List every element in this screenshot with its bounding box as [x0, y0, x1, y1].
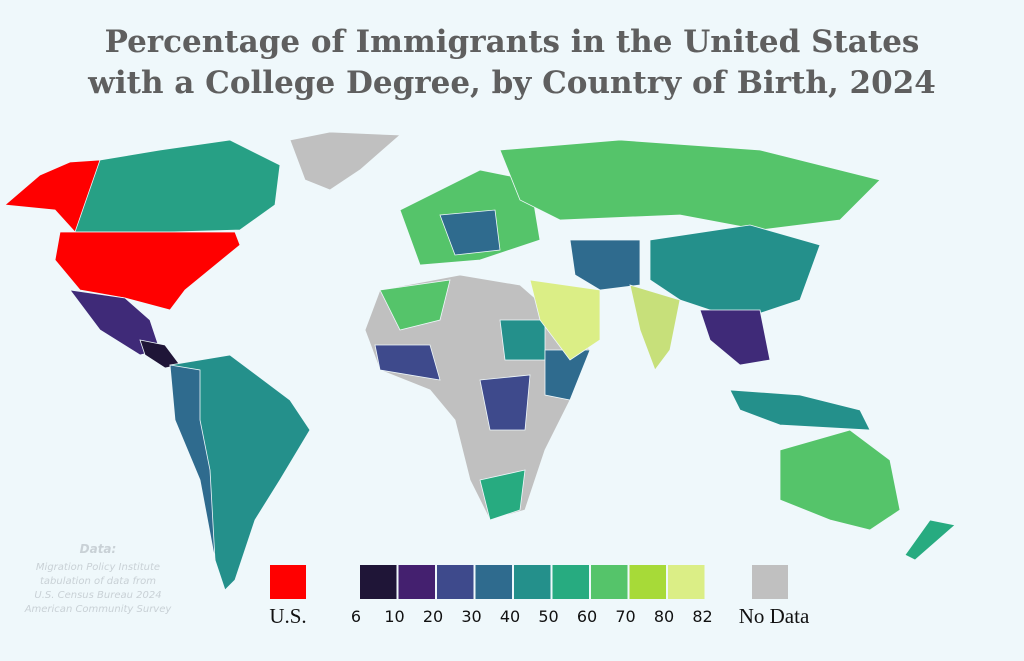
- legend-label: No Data: [739, 604, 810, 628]
- source-text: Data:: [80, 542, 117, 556]
- title: Percentage of Immigrants in the United S…: [105, 24, 920, 60]
- source-note: Data: Migration Policy Institute tabulat…: [24, 542, 173, 615]
- legend-swatch: [360, 565, 397, 599]
- legend-tick-label: 70: [615, 607, 635, 626]
- legend-tick-label: 80: [654, 607, 674, 626]
- legend-swatch: [270, 565, 306, 599]
- source-text: American Community Survey: [24, 604, 173, 615]
- legend-swatch: [629, 565, 666, 599]
- legend-tick-label: 6: [351, 607, 361, 626]
- legend-swatch: [437, 565, 474, 599]
- legend-tick-label: 10: [384, 607, 404, 626]
- legend-swatch: [668, 565, 705, 599]
- source-text: Migration Policy Institute: [36, 562, 160, 573]
- legend-tick-label: 50: [538, 607, 558, 626]
- legend-swatch: [475, 565, 512, 599]
- legend-swatch: [591, 565, 628, 599]
- title: with a College Degree, by Country of Bir…: [87, 65, 936, 101]
- source-text: U.S. Census Bureau 2024: [34, 590, 161, 601]
- source-text: tabulation of data from: [40, 576, 156, 587]
- world-map: [4, 131, 956, 591]
- legend-tick-label: 82: [692, 607, 712, 626]
- legend-swatch: [552, 565, 589, 599]
- legend: U.S. 6 10 20 30 40 50 60 70 80 82 No Data: [269, 565, 810, 628]
- legend-tick-label: 20: [423, 607, 443, 626]
- legend-swatch: [398, 565, 435, 599]
- legend-tick-label: 60: [577, 607, 597, 626]
- legend-swatch: [514, 565, 551, 599]
- legend-swatch: [752, 565, 788, 599]
- legend-tick-label: 40: [500, 607, 520, 626]
- legend-label: U.S.: [269, 604, 306, 628]
- legend-tick-label: 30: [461, 607, 481, 626]
